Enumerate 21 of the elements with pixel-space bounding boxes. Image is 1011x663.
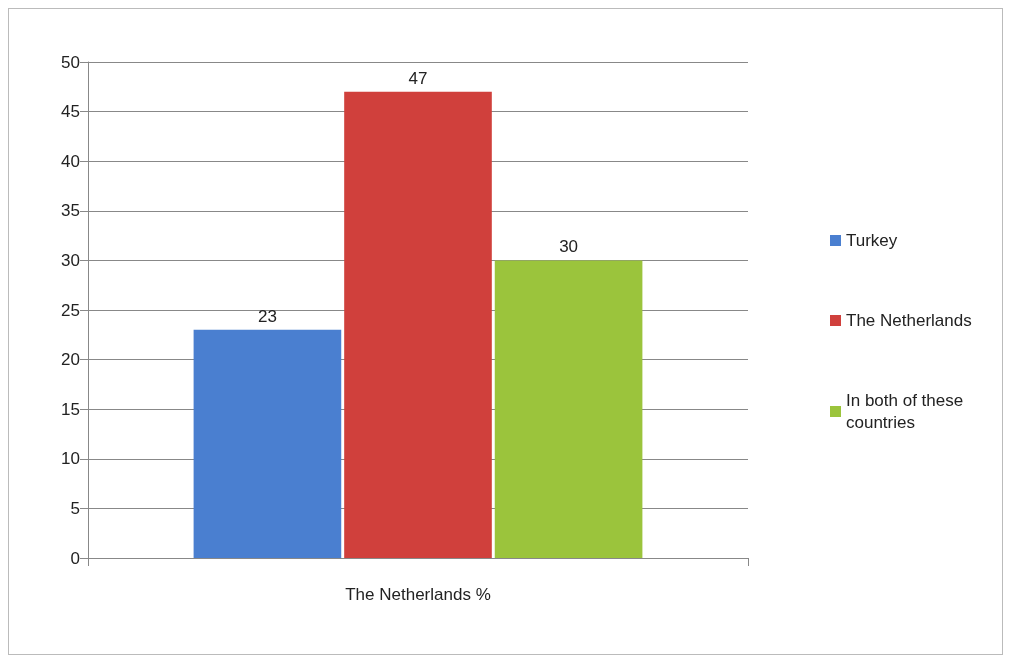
y-tick-label: 50 (61, 52, 80, 72)
y-tick-label: 10 (61, 449, 80, 469)
y-tick-label: 35 (61, 201, 80, 221)
legend-label: Turkey (846, 231, 898, 250)
data-label: 30 (559, 237, 579, 257)
data-label: 23 (257, 306, 277, 326)
data-label: 47 (408, 68, 428, 88)
bar (344, 91, 492, 558)
y-tick-label: 30 (61, 250, 80, 270)
y-tick-label: 20 (61, 350, 80, 370)
y-tick-label: 5 (70, 498, 80, 518)
y-tick-label: 15 (61, 399, 80, 419)
legend-label: The Netherlands (846, 311, 972, 330)
y-tick-label: 40 (61, 151, 80, 171)
y-tick-label: 45 (61, 102, 80, 122)
x-tick-label: The Netherlands % (345, 585, 491, 604)
y-tick-label: 25 (61, 300, 80, 320)
legend-label: In both of these countries (846, 391, 968, 432)
bar (494, 260, 643, 558)
y-tick-label: 0 (70, 548, 80, 568)
bar (193, 329, 342, 558)
